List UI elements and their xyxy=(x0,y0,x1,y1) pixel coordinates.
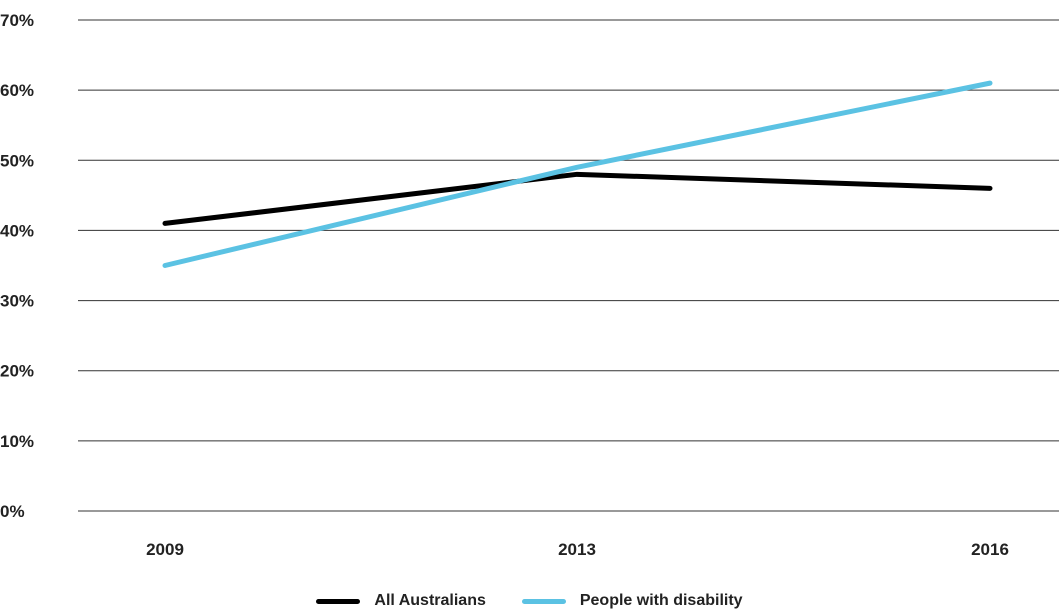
y-tick-label: 10% xyxy=(0,432,34,451)
y-axis-ticks: 0% 10% 20% 30% 40% 50% 60% 70% xyxy=(0,11,34,521)
series-line-all-australians xyxy=(162,171,993,226)
legend-label-people-with-disability: People with disability xyxy=(579,592,743,609)
x-tick-label: 2016 xyxy=(971,540,1009,559)
y-tick-label: 20% xyxy=(0,362,34,381)
legend-item-people-with-disability: People with disability xyxy=(521,592,743,610)
y-tick-label: 30% xyxy=(0,292,34,311)
legend-swatch-all-australians xyxy=(316,598,361,604)
series-line-people-with-disability xyxy=(162,80,993,268)
legend-item-all-australians: All Australians xyxy=(316,592,486,610)
series-lines xyxy=(162,80,993,268)
legend-label-all-australians: All Australians xyxy=(374,592,486,609)
y-tick-label: 40% xyxy=(0,221,34,240)
x-tick-label: 2013 xyxy=(558,540,596,559)
x-axis-ticks: 2009 2013 2016 xyxy=(146,540,1009,559)
gridlines xyxy=(78,19,1059,512)
y-tick-label: 60% xyxy=(0,81,34,100)
y-tick-label: 0% xyxy=(0,502,25,521)
legend-swatch-people-with-disability xyxy=(521,598,566,604)
line-chart: 0% 10% 20% 30% 40% 50% 60% 70% 2009 2013 2016 xyxy=(0,11,1059,559)
y-tick-label: 50% xyxy=(0,151,34,170)
y-tick-label: 70% xyxy=(0,11,34,30)
legend: All Australians People with disability xyxy=(0,588,1059,614)
x-tick-label: 2009 xyxy=(146,540,184,559)
